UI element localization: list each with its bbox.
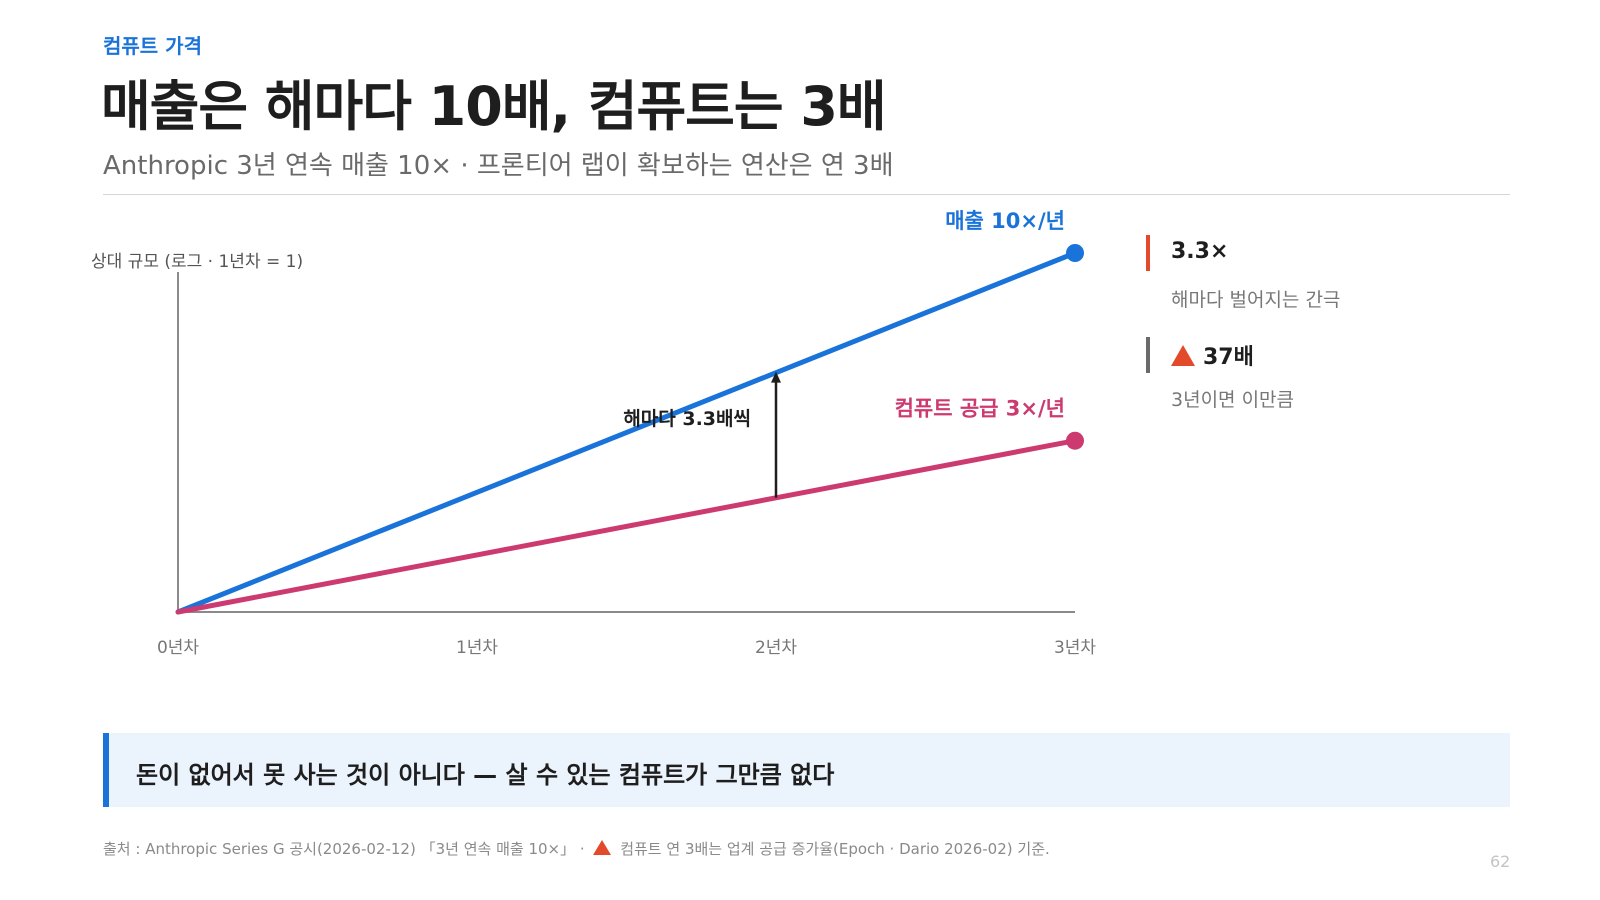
stat-value: 37배 (1203, 345, 1254, 370)
stat-value-row: 37배 (1171, 339, 1254, 371)
stat-accent-bar (1146, 235, 1150, 271)
series-end-point-0 (1066, 244, 1084, 262)
x-tick-label: 2년차 (755, 638, 797, 658)
page-subtitle: Anthropic 3년 연속 매출 10× · 프론티어 랩이 확보하는 연산… (103, 151, 894, 181)
chart-axes (177, 272, 1075, 613)
stat-description: 해마다 벌어지는 간극 (1171, 289, 1341, 311)
eyebrow-label: 컴퓨트 가격 (103, 34, 202, 58)
header-divider (103, 194, 1510, 195)
callout-accent-bar (103, 733, 109, 807)
source-text: 출처 : Anthropic Series G 공시(2026-02-12) 「… (103, 840, 585, 858)
key-message-callout: 돈이 없어서 못 사는 것이 아니다 — 살 수 있는 컴퓨트가 그만큼 없다 (103, 733, 1510, 807)
warning-triangle-icon (593, 840, 612, 855)
y-axis-label: 상대 규모 (로그 · 1년차 = 1) (91, 252, 303, 272)
source-text-2: 컴퓨트 연 3배는 업계 공급 증가율(Epoch · Dario 2026-0… (620, 840, 1050, 858)
gap-annotation: 해마다 3.3배씩 (623, 408, 751, 430)
chart-labels: 상대 규모 (로그 · 1년차 = 1) 0년차 1년차 2년차 3년차 매출 10×/년… (91, 209, 1096, 658)
stat-value: 3.3× (1171, 239, 1229, 264)
stat-description: 3년이면 이만큼 (1171, 389, 1295, 411)
series-end-point-1 (1066, 431, 1084, 450)
warning-triangle-icon (1171, 345, 1195, 366)
page-number: 62 (1490, 852, 1511, 871)
stat-accent-bar (1146, 337, 1150, 373)
page-title: 매출은 해마다 10배, 컴퓨트는 3배 (101, 75, 887, 138)
growth-line-chart: 상대 규모 (로그 · 1년차 = 1) 0년차 1년차 2년차 3년차 매출 10×/년… (91, 209, 1096, 658)
chart-series (175, 244, 1084, 615)
series-line-1 (175, 438, 1078, 615)
series-label-1: 컴퓨트 공급 3×/년 (895, 397, 1065, 421)
x-tick-label: 3년차 (1054, 638, 1096, 658)
x-tick-label: 0년차 (157, 638, 199, 658)
series-line-0 (175, 250, 1078, 615)
series-label-0: 매출 10×/년 (945, 209, 1065, 233)
source-note: 출처 : Anthropic Series G 공시(2026-02-12) 「… (103, 838, 1050, 859)
x-tick-label: 1년차 (456, 638, 498, 658)
gap-arrow-head (771, 371, 781, 383)
callout-text: 돈이 없어서 못 사는 것이 아니다 — 살 수 있는 컴퓨트가 그만큼 없다 (136, 761, 835, 789)
